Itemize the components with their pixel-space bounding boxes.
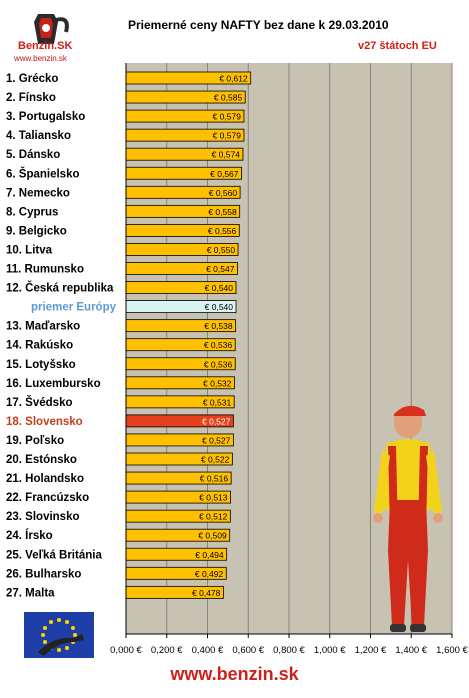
bar-value-label: € 0,579 — [213, 112, 242, 122]
category-label: 4. Taliansko — [6, 130, 71, 142]
bar-value-label: € 0,494 — [195, 550, 224, 560]
bar-value-label: € 0,547 — [206, 264, 235, 274]
logo-url: www.benzin.sk — [14, 54, 67, 63]
category-label: 26. Bulharsko — [6, 568, 81, 580]
benzin-logo — [34, 14, 69, 44]
category-label: 21. Holandsko — [6, 473, 84, 485]
category-label: 9. Belgicko — [6, 225, 67, 237]
bar-value-label: € 0,540 — [205, 283, 234, 293]
chart-subtitle: v27 štátoch EU — [358, 40, 437, 52]
bar-value-label: € 0,536 — [204, 340, 233, 350]
x-tick-label: 0,400 € — [192, 645, 224, 656]
bar-value-label: € 0,478 — [192, 588, 221, 598]
bar-value-label: € 0,550 — [207, 245, 236, 255]
bar-value-label: € 0,512 — [199, 512, 228, 522]
footer-url[interactable]: www.benzin.sk — [170, 664, 299, 684]
category-label: 13. Maďarsko — [6, 321, 80, 333]
bar-value-label: € 0,540 — [205, 302, 234, 312]
category-label: 11. Rumunsko — [6, 264, 84, 276]
category-label: 18. Slovensko — [6, 416, 83, 428]
x-tick-label: 1,000 € — [314, 645, 346, 656]
bar-value-label: € 0,567 — [210, 169, 239, 179]
category-label: 1. Grécko — [6, 73, 58, 85]
category-label: 16. Luxembursko — [6, 378, 101, 390]
bar-value-label: € 0,556 — [208, 226, 237, 236]
x-tick-label: 1,600 € — [436, 645, 468, 656]
category-label: 24. Írsko — [6, 529, 53, 542]
bar-value-label: € 0,560 — [209, 188, 238, 198]
x-tick-label: 1,200 € — [355, 645, 387, 656]
category-label: 5. Dánsko — [6, 149, 60, 161]
category-label: priemer Európy — [31, 302, 117, 314]
category-label: 6. Španielsko — [6, 167, 80, 180]
bar-value-label: € 0,532 — [203, 378, 232, 388]
bar-value-label: € 0,536 — [204, 359, 233, 369]
bar-value-label: € 0,513 — [199, 493, 228, 503]
fuel-pump-icon — [34, 14, 69, 44]
bar-value-label: € 0,527 — [202, 435, 231, 445]
bar-value-label: € 0,516 — [200, 474, 229, 484]
x-tick-label: 0,800 € — [273, 645, 305, 656]
x-tick-label: 0,200 € — [151, 645, 183, 656]
mascot-worker-illustration — [373, 405, 443, 632]
bar-value-label: € 0,509 — [198, 531, 227, 541]
eu-flag-icon — [24, 612, 94, 658]
x-tick-label: 0,000 € — [110, 645, 142, 656]
category-label: 25. Veľká Británia — [6, 549, 102, 561]
bar-value-label: € 0,492 — [195, 569, 224, 579]
category-label: 2. Fínsko — [6, 92, 56, 104]
logo-brand-text: Benzin.SK — [18, 40, 73, 52]
category-label: 19. Poľsko — [6, 435, 64, 447]
bar-value-label: € 0,574 — [212, 150, 241, 160]
bar-value-label: € 0,531 — [203, 397, 232, 407]
category-label: 3. Portugalsko — [6, 111, 85, 123]
category-label: 17. Švédsko — [6, 396, 72, 409]
category-label: 7. Nemecko — [6, 187, 70, 199]
category-label: 10. Litva — [6, 244, 53, 256]
bar-value-label: € 0,522 — [201, 455, 230, 465]
x-tick-label: 0,600 € — [232, 645, 264, 656]
category-label: 15. Lotyšsko — [6, 359, 76, 371]
category-label: 23. Slovinsko — [6, 511, 80, 523]
category-label: 8. Cyprus — [6, 206, 58, 218]
bar-value-label: € 0,585 — [214, 93, 243, 103]
category-label: 12. Česká republika — [6, 282, 114, 295]
chart-title: Priemerné ceny NAFTY bez dane k 29.03.20… — [128, 18, 389, 32]
x-axis-ticks: 0,000 € 0,200 € 0,400 € 0,600 € 0,800 € 1,000… — [110, 634, 469, 656]
category-label: 14. Rakúsko — [6, 340, 73, 352]
x-tick-label: 1,400 € — [395, 645, 427, 656]
category-label: 20. Estónsko — [6, 454, 77, 466]
bar-value-label: € 0,538 — [204, 321, 233, 331]
category-label: 22. Francúzsko — [6, 492, 89, 504]
category-labels: 1. Grécko 2. Fínsko 3. Portugalsko 4. Talia… — [6, 73, 117, 599]
bar-value-label: € 0,558 — [208, 207, 237, 217]
bar-value-label: € 0,579 — [213, 131, 242, 141]
bar-value-label: € 0,612 — [219, 74, 248, 84]
bar-value-label: € 0,527 — [202, 416, 231, 426]
category-label: 27. Malta — [6, 587, 55, 599]
